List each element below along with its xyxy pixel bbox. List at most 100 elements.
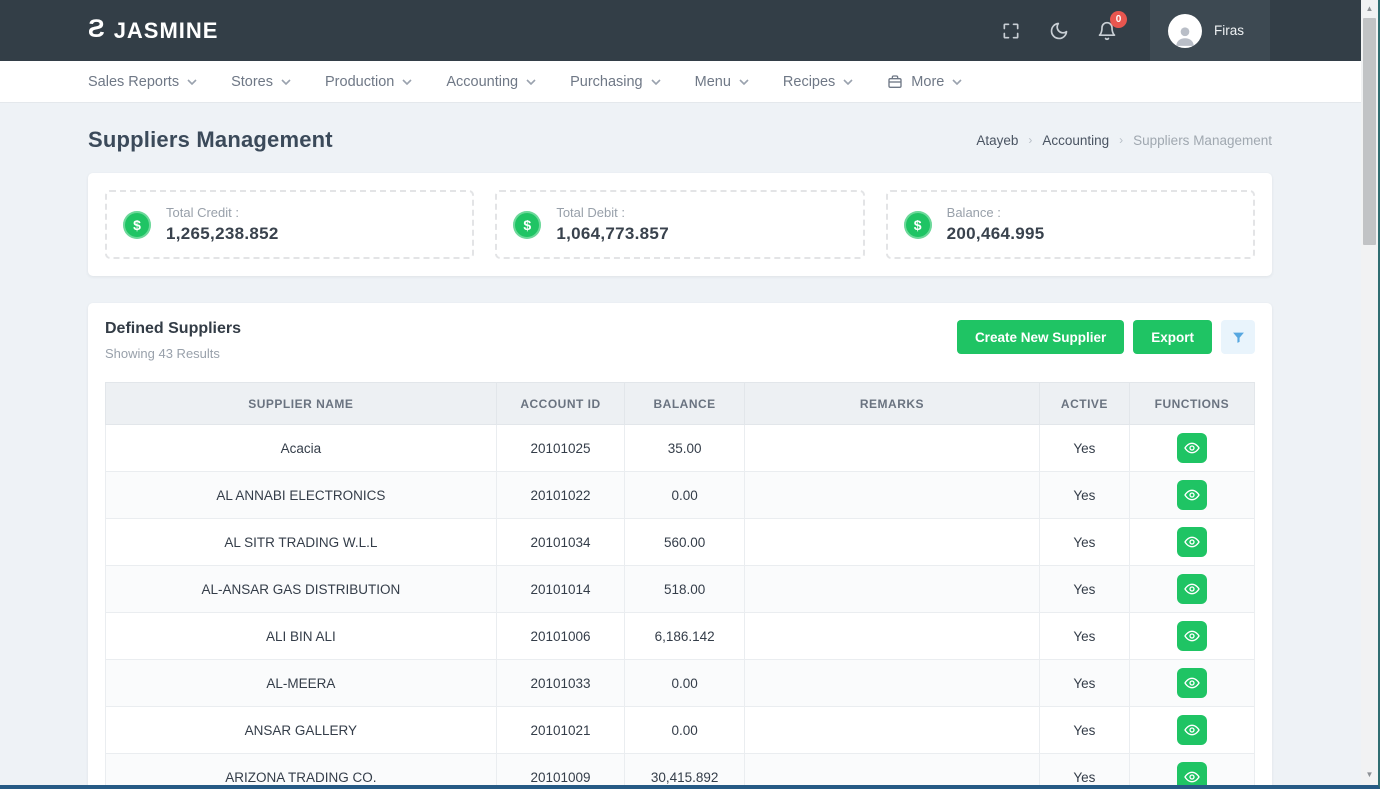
stat-value: 1,064,773.857	[556, 224, 669, 243]
results-count: Showing 43 Results	[105, 346, 220, 361]
active-cell: Yes	[1039, 612, 1130, 660]
table-row: ARIZONA TRADING CO. 20101009 30,415.892 Yes	[105, 753, 1256, 785]
vertical-scrollbar[interactable]: ▲ ▼	[1361, 0, 1378, 785]
view-supplier-button[interactable]	[1176, 433, 1207, 463]
scroll-up-arrow-icon[interactable]: ▲	[1365, 4, 1374, 13]
table-row: AL-MEERA 20101033 0.00 Yes	[105, 659, 1256, 707]
user-name: Firas	[1214, 23, 1244, 38]
filter-funnel-icon	[1232, 332, 1244, 343]
table-header-row: SUPPLIER NAME ACCOUNT ID BALANCE REMARKS…	[105, 382, 1256, 425]
chevron-down-icon	[281, 78, 291, 85]
export-button[interactable]: Export	[1133, 320, 1212, 354]
suppliers-table-body: Acacia 20101025 35.00 Yes AL ANNABI ELECTRON…	[105, 424, 1256, 785]
breadcrumb: Atayeb › Accounting › Suppliers Manageme…	[976, 133, 1272, 148]
dark-mode-moon-icon[interactable]	[1048, 20, 1070, 42]
notification-badge: 0	[1110, 10, 1127, 28]
remarks-cell	[743, 565, 1041, 613]
brand: Ƨ JASMINE	[88, 17, 219, 44]
view-supplier-button[interactable]	[1176, 480, 1207, 510]
nav-item-accounting[interactable]: Accounting	[446, 74, 536, 90]
scrollbar-thumb[interactable]	[1363, 18, 1376, 245]
nav-label: Stores	[231, 73, 273, 90]
chevron-down-icon	[952, 78, 962, 85]
view-supplier-button[interactable]	[1176, 668, 1207, 698]
stat-label: Total Debit :	[556, 205, 625, 220]
eye-icon	[1184, 677, 1200, 689]
header-functions: FUNCTIONS	[1128, 382, 1256, 425]
eye-icon	[1184, 771, 1200, 783]
header-supplier-name: SUPPLIER NAME	[105, 382, 497, 425]
remarks-cell	[743, 612, 1041, 660]
user-menu[interactable]: Firas	[1150, 0, 1270, 61]
view-supplier-button[interactable]	[1176, 621, 1207, 651]
nav-label: Accounting	[446, 73, 519, 90]
eye-icon	[1184, 536, 1200, 548]
nav-label: More	[911, 73, 945, 90]
remarks-cell	[743, 518, 1041, 566]
breadcrumb-separator: ›	[1119, 133, 1124, 147]
nav-item-recipes[interactable]: Recipes	[783, 74, 853, 90]
stat-label: Total Credit :	[166, 205, 239, 220]
nav-item-stores[interactable]: Stores	[231, 74, 291, 90]
balance-cell: 0.00	[624, 659, 745, 707]
functions-cell	[1128, 518, 1256, 566]
nav-item-production[interactable]: Production	[325, 74, 412, 90]
nav-item-menu[interactable]: Menu	[695, 74, 749, 90]
top-header: Ƨ JASMINE	[0, 0, 1363, 61]
main-nav: Sales Reports Stores Production Accounti…	[0, 61, 1363, 103]
scroll-down-arrow-icon[interactable]: ▼	[1365, 770, 1374, 779]
balance-cell: 35.00	[624, 424, 745, 472]
dollar-icon: $	[903, 210, 932, 239]
chevron-down-icon	[402, 78, 412, 85]
functions-cell	[1128, 424, 1256, 472]
dollar-icon: $	[513, 210, 542, 239]
main-content: Suppliers Management Atayeb › Accounting…	[0, 127, 1363, 785]
breadcrumb-separator: ›	[1028, 133, 1033, 147]
notifications-bell-icon[interactable]: 0	[1096, 10, 1127, 42]
view-supplier-button[interactable]	[1176, 574, 1207, 604]
eye-icon	[1184, 630, 1200, 642]
view-supplier-button[interactable]	[1176, 715, 1207, 745]
stat-label: Balance :	[946, 205, 1001, 220]
brand-name: JASMINE	[113, 17, 219, 43]
breadcrumb-item-accounting[interactable]: Accounting	[1042, 132, 1110, 148]
eye-icon	[1184, 442, 1200, 454]
table-row: AL ANNABI ELECTRONICS 20101022 0.00 Yes	[105, 471, 1256, 519]
filter-button[interactable]	[1221, 320, 1255, 354]
panel-title: Defined Suppliers	[105, 320, 242, 337]
dollar-icon: $	[123, 210, 151, 239]
remarks-cell	[743, 706, 1041, 754]
topbar-actions: 0 Firas	[1000, 0, 1363, 61]
eye-icon	[1184, 583, 1200, 595]
chevron-down-icon	[651, 78, 661, 85]
create-new-supplier-button[interactable]: Create New Supplier	[956, 320, 1125, 354]
functions-cell	[1128, 471, 1256, 519]
nav-label: Recipes	[782, 73, 836, 90]
supplier-name-cell: ALI BIN ALI	[105, 612, 497, 660]
table-row: ANSAR GALLERY 20101021 0.00 Yes	[105, 706, 1256, 754]
nav-label: Menu	[694, 73, 731, 90]
eye-icon	[1184, 724, 1200, 736]
active-cell: Yes	[1039, 471, 1130, 519]
balance-cell: 518.00	[624, 565, 745, 613]
view-supplier-button[interactable]	[1176, 527, 1207, 557]
view-supplier-button[interactable]	[1176, 762, 1207, 785]
balance-cell: 560.00	[624, 518, 745, 566]
total-credit-stat: $ Total Credit : 1,265,238.852	[105, 190, 475, 259]
nav-item-purchasing[interactable]: Purchasing	[570, 74, 661, 90]
briefcase-icon	[888, 74, 902, 88]
nav-item-sales-reports[interactable]: Sales Reports	[88, 74, 197, 90]
stat-value: 200,464.995	[946, 224, 1045, 243]
header-account-id: ACCOUNT ID	[495, 382, 626, 425]
nav-label: Sales Reports	[88, 73, 180, 90]
supplier-name-cell: AL SITR TRADING W.L.L	[105, 518, 497, 566]
nav-item-more[interactable]: More	[887, 74, 962, 90]
active-cell: Yes	[1039, 659, 1130, 707]
balance-cell: 0.00	[624, 706, 745, 754]
breadcrumb-item-atayeb[interactable]: Atayeb	[976, 132, 1019, 148]
account-id-cell: 20101033	[495, 659, 626, 707]
fullscreen-icon[interactable]	[1000, 20, 1022, 42]
nav-label: Production	[325, 73, 395, 90]
stat-value: 1,265,238.852	[166, 224, 279, 243]
